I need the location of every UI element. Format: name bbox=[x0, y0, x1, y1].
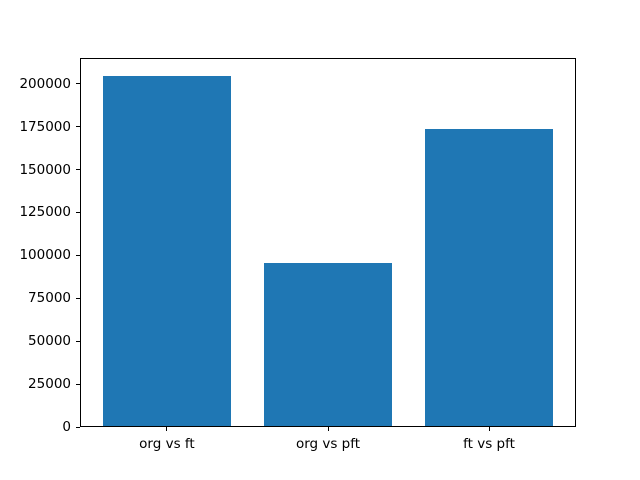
x-tick-label: org vs ft bbox=[139, 436, 195, 452]
x-tick-label: org vs pft bbox=[295, 436, 361, 452]
y-tick-label: 175000 bbox=[19, 118, 71, 135]
y-tick-label: 100000 bbox=[19, 247, 71, 264]
y-tick-label: 200000 bbox=[19, 75, 71, 92]
y-tick-mark bbox=[76, 83, 80, 85]
x-tick-mark bbox=[488, 427, 490, 431]
y-tick-mark bbox=[76, 126, 80, 128]
y-tick-mark bbox=[76, 169, 80, 171]
y-tick-mark bbox=[76, 383, 80, 385]
bar-org-vs-ft bbox=[102, 75, 232, 427]
y-tick-label: 50000 bbox=[28, 333, 71, 350]
y-tick-mark bbox=[76, 297, 80, 299]
y-tick-label: 25000 bbox=[28, 376, 71, 393]
y-tick-label: 0 bbox=[62, 419, 71, 435]
x-tick-mark bbox=[327, 427, 329, 431]
x-tick-label: ft vs pft bbox=[463, 436, 515, 452]
x-tick-mark bbox=[166, 427, 168, 431]
y-tick-label: 150000 bbox=[19, 161, 71, 178]
y-tick-mark bbox=[76, 426, 80, 428]
y-tick-mark bbox=[76, 211, 80, 213]
y-tick-label: 75000 bbox=[28, 290, 71, 307]
bar-ft-vs-pft bbox=[424, 128, 554, 427]
bar-org-vs-pft bbox=[263, 262, 393, 427]
y-tick-label: 125000 bbox=[19, 204, 71, 221]
y-tick-mark bbox=[76, 254, 80, 256]
y-tick-mark bbox=[76, 340, 80, 342]
